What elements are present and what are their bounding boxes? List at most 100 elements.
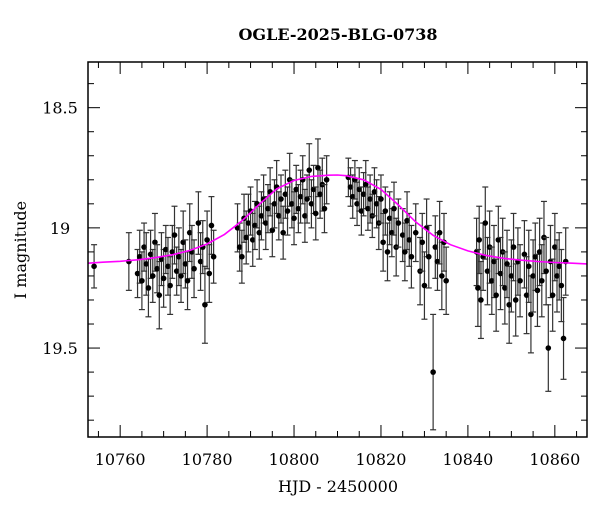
point-marker (475, 285, 481, 291)
point-marker (534, 287, 541, 294)
model-curve (87, 174, 588, 265)
point-marker (260, 196, 267, 202)
point-marker (321, 205, 328, 212)
point-marker (249, 237, 256, 243)
point-marker (395, 220, 402, 226)
data-point (506, 265, 513, 344)
point-marker (271, 201, 278, 207)
point-marker (265, 205, 271, 212)
data-point (245, 193, 252, 253)
point-marker (234, 225, 241, 231)
point-marker (517, 277, 523, 284)
point-marker (136, 253, 143, 260)
data-point (143, 232, 150, 296)
point-marker (545, 345, 552, 351)
point-marker (262, 220, 269, 226)
data-point (312, 186, 319, 241)
data-point (545, 304, 552, 392)
point-marker (382, 208, 389, 214)
data-point (443, 246, 450, 316)
data-point (432, 215, 439, 279)
point-marker (182, 261, 189, 267)
point-marker (362, 181, 369, 188)
x-tick-label: 10860 (529, 450, 580, 469)
point-marker (493, 292, 499, 298)
data-point (317, 169, 324, 219)
point-marker (143, 261, 150, 267)
data-point (436, 200, 443, 265)
point-marker (508, 273, 515, 279)
point-marker (419, 239, 426, 246)
point-marker (432, 244, 439, 250)
point-marker (404, 217, 410, 224)
point-marker (512, 297, 519, 303)
data-point (201, 265, 208, 344)
point-marker (163, 246, 169, 253)
data-point (291, 191, 298, 246)
data-point (204, 210, 211, 270)
data-point (321, 183, 328, 234)
data-point (430, 313, 437, 431)
point-marker (204, 237, 210, 243)
y-tick-label: 19 (50, 219, 70, 238)
point-marker (208, 222, 215, 229)
point-marker (356, 186, 363, 193)
point-marker (289, 201, 295, 207)
point-marker (402, 249, 408, 255)
point-marker (360, 191, 367, 198)
point-marker (538, 277, 545, 284)
point-marker (476, 237, 483, 243)
point-marker (178, 273, 184, 279)
x-tick-label: 10840 (442, 450, 493, 469)
point-marker (139, 277, 145, 284)
point-marker (543, 268, 549, 274)
data-point (236, 222, 243, 272)
point-marker (291, 215, 297, 222)
point-marker (549, 292, 556, 298)
point-marker (530, 273, 536, 279)
point-marker (504, 261, 510, 267)
point-marker (525, 263, 532, 270)
data-point (295, 183, 302, 234)
x-tick-label: 10800 (269, 450, 320, 469)
point-marker (399, 232, 406, 238)
data-point (512, 263, 519, 337)
point-marker (247, 208, 254, 214)
point-marker (167, 282, 173, 289)
data-point (380, 212, 387, 272)
point-marker (315, 164, 321, 171)
point-marker (134, 270, 141, 277)
data-point (197, 232, 204, 291)
point-marker (434, 258, 441, 265)
point-marker (195, 220, 202, 226)
data-point (306, 143, 313, 198)
data-point (521, 220, 528, 289)
data-point (262, 196, 269, 251)
point-marker (502, 285, 508, 291)
data-point (349, 174, 356, 219)
point-marker (276, 213, 282, 219)
point-marker (554, 273, 560, 279)
data-point (147, 229, 154, 279)
point-marker (367, 196, 373, 202)
point-marker (412, 229, 419, 236)
data-point (510, 212, 517, 282)
data-point (254, 179, 261, 229)
x-tick-label: 10820 (356, 450, 407, 469)
point-marker (521, 251, 528, 258)
data-point (523, 256, 530, 335)
point-marker (391, 205, 397, 212)
point-marker (160, 275, 167, 282)
point-marker (171, 232, 178, 238)
point-marker (495, 237, 502, 243)
point-marker (173, 268, 180, 274)
point-marker (243, 234, 250, 241)
point-marker (408, 253, 415, 260)
data-point (138, 251, 145, 311)
data-point (154, 244, 161, 294)
point-marker (186, 229, 193, 236)
point-marker (378, 196, 384, 202)
point-marker (165, 263, 171, 270)
point-marker (202, 301, 208, 308)
